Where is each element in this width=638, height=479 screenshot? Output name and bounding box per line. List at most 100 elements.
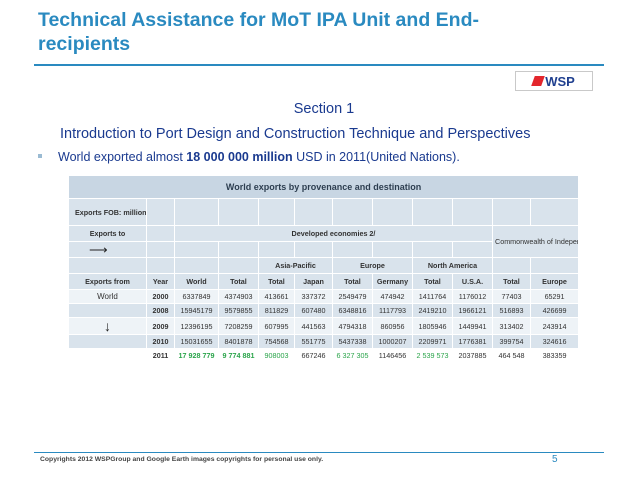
- bullet-point: World exported almost 18 000 000 million…: [38, 150, 618, 164]
- empty-cell: [174, 198, 219, 226]
- empty-cell: [174, 257, 219, 274]
- column-header: World: [174, 273, 219, 290]
- value-cell: 77403: [492, 289, 531, 304]
- page-number: 5: [552, 454, 558, 465]
- empty-cell: [218, 257, 259, 274]
- value-cell: 2419210: [412, 303, 453, 318]
- column-header: Europe: [529, 273, 580, 290]
- value-cell: 324616: [529, 334, 580, 349]
- value-cell: 399754: [492, 334, 531, 349]
- value-cell: 667246: [294, 348, 333, 363]
- year-cell: 2000: [146, 289, 175, 304]
- empty-cell: [146, 257, 175, 274]
- group-north-america: North America: [412, 257, 493, 274]
- value-cell: 1000207: [372, 334, 413, 349]
- value-cell: 12396195: [174, 317, 219, 335]
- section-label: Section 1: [293, 101, 355, 117]
- value-cell: 607480: [294, 303, 333, 318]
- value-cell: 811829: [258, 303, 295, 318]
- table-row: ↓ 2009 12396195 7208259 607995 441563 47…: [68, 317, 580, 335]
- arrow-down-icon: ↓: [68, 317, 147, 335]
- value-cell: 607995: [258, 317, 295, 335]
- empty-cell: [146, 241, 175, 258]
- section-heading: Section 1: [0, 101, 638, 117]
- empty-cell: [452, 198, 493, 226]
- year-cell: 2009: [146, 317, 175, 335]
- value-cell: 4374903: [218, 289, 259, 304]
- value-cell: 1117793: [372, 303, 413, 318]
- value-cell: 474942: [372, 289, 413, 304]
- value-cell: 65291: [529, 289, 580, 304]
- empty-cell: [258, 241, 295, 258]
- value-cell: 383359: [529, 348, 580, 363]
- row-label-world: World: [68, 289, 147, 304]
- arrow-right-icon: ⟶: [68, 241, 147, 258]
- value-cell: 313402: [492, 317, 531, 335]
- value-cell: 243914: [529, 317, 580, 335]
- value-cell: 1411764: [412, 289, 453, 304]
- column-header: Exports from: [68, 273, 147, 290]
- value-cell: 1805946: [412, 317, 453, 335]
- year-cell: 2010: [146, 334, 175, 349]
- title-divider: [34, 64, 604, 66]
- slide-title: Technical Assistance for MoT IPA Unit an…: [38, 9, 479, 55]
- table-row: 2008 15945179 9579855 811829 607480 6348…: [68, 303, 580, 318]
- value-cell: 754568: [258, 334, 295, 349]
- empty-cell: [492, 198, 531, 226]
- value-cell: 7208259: [218, 317, 259, 335]
- table-row: 2010 15031655 8401878 754568 551775 5437…: [68, 334, 580, 349]
- footer-divider: [34, 452, 604, 453]
- footer-copyright: Copyrights 2012 WSPGroup and Google Eart…: [40, 456, 324, 463]
- group-europe: Europe: [332, 257, 413, 274]
- table-title: World exports by provenance and destinat…: [67, 175, 580, 199]
- empty-cell: [218, 198, 259, 226]
- wsp-logo: WSP: [515, 71, 593, 91]
- value-cell: 337372: [294, 289, 333, 304]
- group-asia-pacific: Asia-Pacific: [258, 257, 333, 274]
- developed-economies-header: Developed economies 2/: [174, 225, 493, 242]
- value-cell: 1776381: [452, 334, 493, 349]
- column-header: Total: [412, 273, 453, 290]
- column-header: Germany: [372, 273, 413, 290]
- value-cell: 860956: [372, 317, 413, 335]
- section-subtitle: Introduction to Port Design and Construc…: [60, 126, 531, 142]
- value-cell: 6 327 305: [332, 348, 373, 363]
- empty-cell: [372, 198, 413, 226]
- value-cell: 17 928 779: [174, 348, 219, 363]
- empty-cell: [529, 257, 580, 274]
- column-header: Total: [492, 273, 531, 290]
- empty-cell: [452, 241, 493, 258]
- empty-cell: [146, 198, 175, 226]
- value-cell: 9 774 881: [218, 348, 259, 363]
- empty-cell: [68, 257, 147, 274]
- empty-cell: [412, 198, 453, 226]
- empty-cell: [332, 241, 373, 258]
- value-cell: 464 548: [492, 348, 531, 363]
- empty-cell: [372, 241, 413, 258]
- column-header: Total: [332, 273, 373, 290]
- value-cell: 4794318: [332, 317, 373, 335]
- value-cell: 551775: [294, 334, 333, 349]
- value-cell: 908003: [258, 348, 295, 363]
- year-cell: 2011: [146, 348, 175, 363]
- column-header: Total: [218, 273, 259, 290]
- empty-cell: [332, 198, 373, 226]
- value-cell: 413661: [258, 289, 295, 304]
- bullet-highlight: 18 000 000 million: [186, 150, 293, 164]
- exports-to-label: Exports to: [68, 225, 147, 242]
- value-cell: 441563: [294, 317, 333, 335]
- value-cell: 516893: [492, 303, 531, 318]
- value-cell: 1146456: [372, 348, 413, 363]
- year-cell: 2008: [146, 303, 175, 318]
- bullet-icon: [38, 154, 42, 158]
- empty-cell: [174, 241, 219, 258]
- empty-cell: [294, 198, 333, 226]
- value-cell: 2 539 573: [412, 348, 453, 363]
- empty-cell: [294, 241, 333, 258]
- column-header: Year: [146, 273, 175, 290]
- value-cell: 2037885: [452, 348, 493, 363]
- table-row: World 2000 6337849 4374903 413661 337372…: [68, 289, 580, 304]
- column-header: U.S.A.: [452, 273, 493, 290]
- empty-cell: [529, 198, 580, 226]
- value-cell: 15945179: [174, 303, 219, 318]
